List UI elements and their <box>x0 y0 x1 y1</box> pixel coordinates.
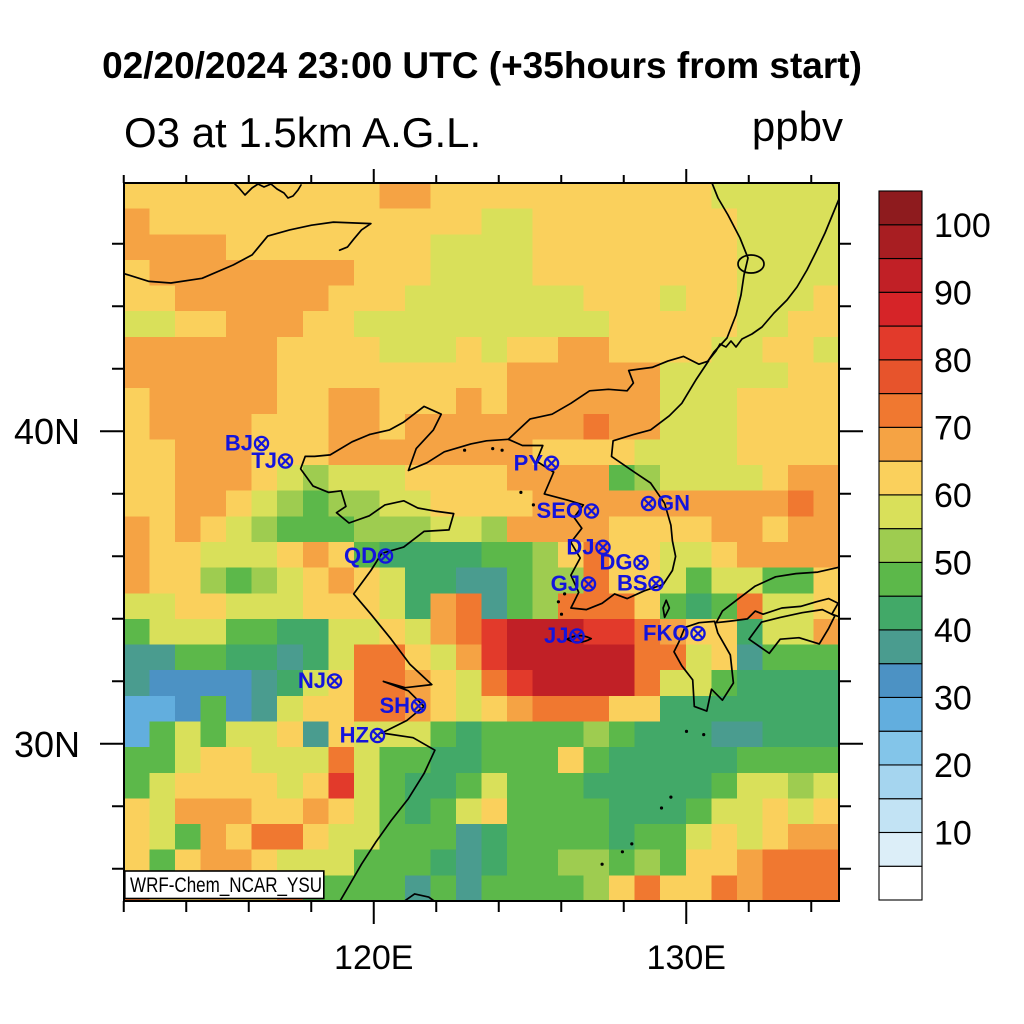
svg-text:30N: 30N <box>14 724 80 765</box>
svg-text:O3 at 1.5km A.G.L.: O3 at 1.5km A.G.L. <box>124 109 481 156</box>
svg-text:QD: QD <box>344 543 377 568</box>
svg-text:NJ: NJ <box>298 668 326 693</box>
svg-text:SEO: SEO <box>537 498 583 523</box>
svg-text:HZ: HZ <box>340 723 369 748</box>
svg-text:120E: 120E <box>334 939 413 977</box>
svg-text:30: 30 <box>934 679 972 717</box>
svg-text:FKO: FKO <box>643 621 689 646</box>
svg-text:70: 70 <box>934 409 972 447</box>
svg-text:40: 40 <box>934 612 972 650</box>
svg-text:WRF-Chem_NCAR_YSU: WRF-Chem_NCAR_YSU <box>130 874 322 897</box>
svg-text:BS: BS <box>617 571 648 596</box>
svg-text:60: 60 <box>934 477 972 515</box>
svg-text:TJ: TJ <box>251 448 277 473</box>
svg-text:SH: SH <box>379 693 410 718</box>
svg-text:GJ: GJ <box>551 571 580 596</box>
svg-text:GN: GN <box>657 491 690 516</box>
svg-text:DG: DG <box>600 550 633 575</box>
svg-text:100: 100 <box>934 207 991 245</box>
svg-text:ppbv: ppbv <box>752 103 843 150</box>
svg-text:PY: PY <box>514 450 544 475</box>
svg-text:DJ: DJ <box>566 534 594 559</box>
svg-text:02/20/2024 23:00 UTC (+35hours: 02/20/2024 23:00 UTC (+35hours from star… <box>102 45 862 86</box>
svg-text:50: 50 <box>934 544 972 582</box>
svg-text:20: 20 <box>934 747 972 785</box>
svg-text:80: 80 <box>934 342 972 380</box>
svg-text:130E: 130E <box>647 939 726 977</box>
svg-text:BJ: BJ <box>225 431 253 456</box>
svg-text:40N: 40N <box>14 411 80 452</box>
svg-text:JJ: JJ <box>544 623 568 648</box>
svg-text:10: 10 <box>934 815 972 853</box>
svg-text:90: 90 <box>934 274 972 312</box>
